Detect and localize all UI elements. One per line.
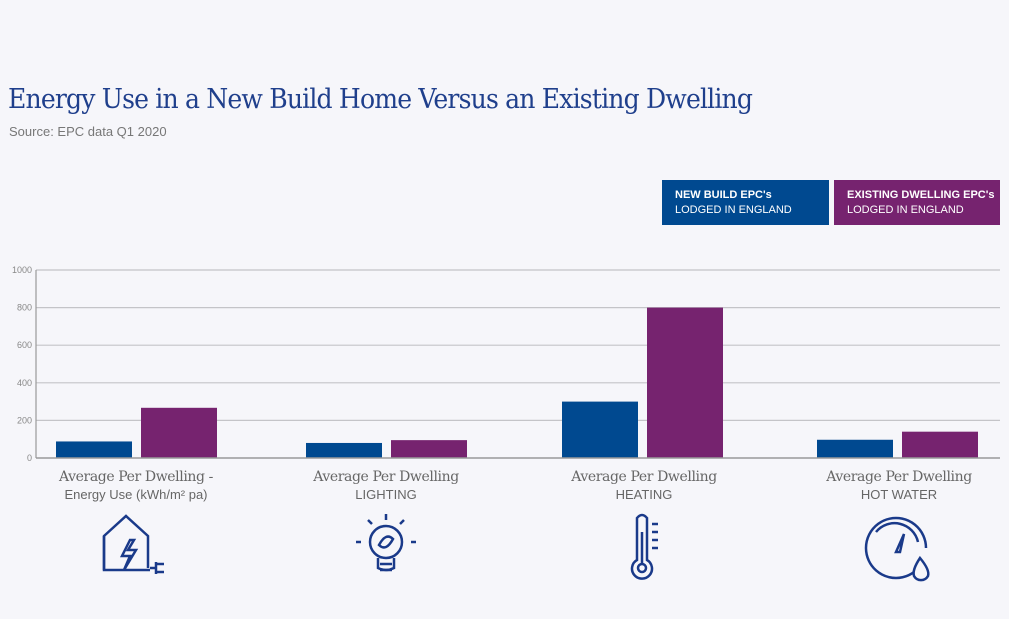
legend-sublabel: LODGED IN ENGLAND: [847, 204, 964, 216]
category-label: Average Per Dwelling HOT WATER: [789, 469, 1009, 502]
bar-new-build: [56, 441, 132, 458]
bar-new-build: [817, 439, 893, 458]
category-label: Average Per Dwelling HEATING: [534, 469, 754, 502]
category-label-line1: Average Per Dwelling: [571, 469, 717, 485]
y-tick-label: 1000: [12, 265, 32, 275]
legend-sublabel: LODGED IN ENGLAND: [675, 204, 792, 216]
thermometer-icon: [630, 513, 658, 580]
legend-existing: EXISTING DWELLING EPC's LODGED IN ENGLAN…: [834, 180, 1000, 225]
category-label-line1: Average Per Dwelling -: [59, 469, 213, 485]
y-tick-label: 600: [17, 340, 32, 350]
y-tick-label: 800: [17, 303, 32, 313]
legend-new-build: NEW BUILD EPC's LODGED IN ENGLAND: [662, 180, 829, 225]
bar-new-build: [562, 401, 638, 458]
bar-existing: [647, 307, 723, 458]
bar-chart: 0 200 400 600 800 1000: [12, 265, 1000, 463]
legend-label: NEW BUILD EPC's: [675, 189, 772, 201]
bar-existing: [391, 440, 467, 458]
y-tick-label: 200: [17, 415, 32, 425]
chart-subtitle: Source: EPC data Q1 2020: [9, 124, 167, 139]
category-label: Average Per Dwelling LIGHTING: [276, 469, 496, 502]
bar-existing: [141, 407, 217, 458]
gauge-water-drop-icon: [864, 516, 930, 582]
lightbulb-leaf-icon: [356, 514, 416, 572]
legend-label: EXISTING DWELLING EPC's: [847, 189, 995, 201]
category-label-line1: Average Per Dwelling: [313, 469, 459, 485]
house-electric-plug-icon: [102, 514, 164, 574]
y-tick-label: 0: [27, 453, 32, 463]
bar-new-build: [306, 442, 382, 458]
category-label-line2: Energy Use (kWh/m² pa): [64, 487, 208, 502]
chart-title: Energy Use in a New Build Home Versus an…: [8, 84, 753, 115]
category-label-line2: LIGHTING: [355, 487, 417, 502]
category-label-line1: Average Per Dwelling: [826, 469, 972, 485]
bar-existing: [902, 431, 978, 458]
category-label-line2: HEATING: [615, 487, 673, 502]
category-label: Average Per Dwelling - Energy Use (kWh/m…: [26, 469, 246, 502]
category-label-line2: HOT WATER: [860, 487, 938, 502]
y-tick-label: 400: [17, 378, 32, 388]
